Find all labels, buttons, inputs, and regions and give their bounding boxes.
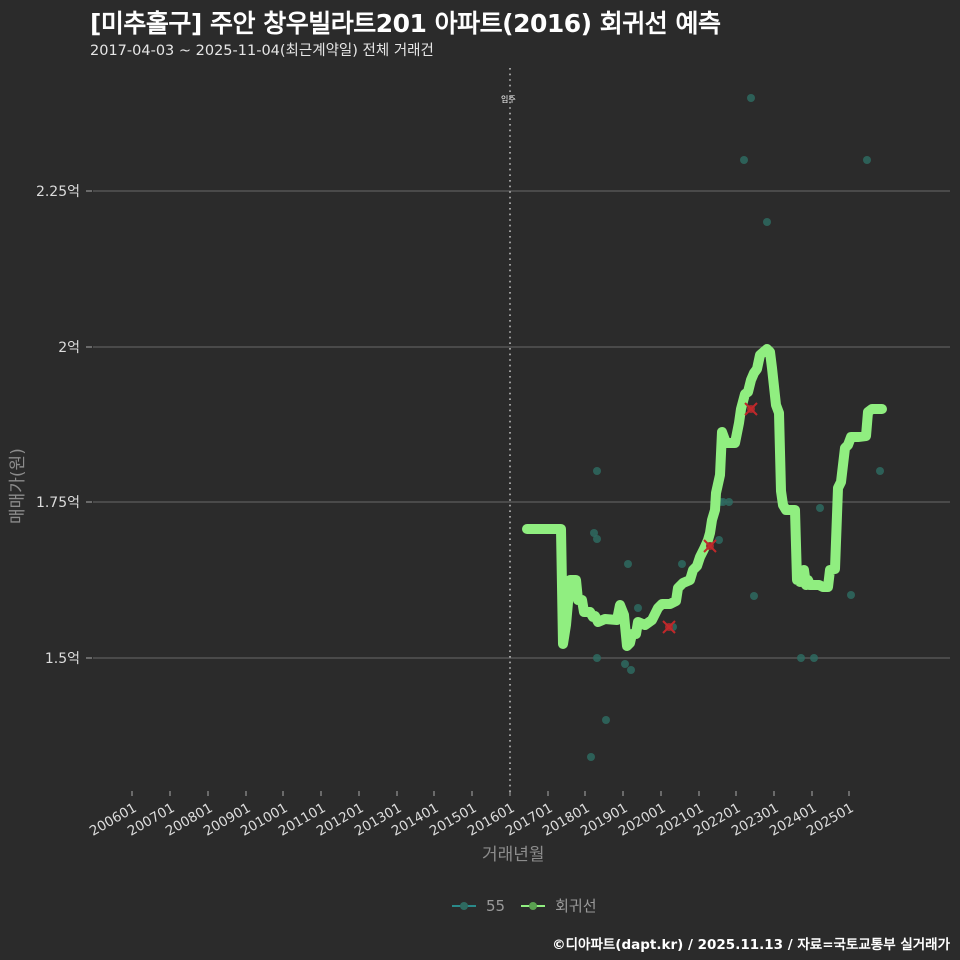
legend-label: 회귀선 [555,897,597,915]
legend-item-55[interactable]: 55 [452,897,505,915]
chart-title: [미추홀구] 주안 창우빌라트201 아파트(2016) 회귀선 예측 [90,9,721,38]
legend-label: 55 [486,896,506,915]
y-tick-label: 2.25억 [35,184,80,200]
scatter-series-55 [587,94,884,761]
legend: 55 회귀선 [452,895,603,916]
y-tick-label: 1.5억 [44,651,80,667]
chart-subtitle: 2017-04-03 ~ 2025-11-04(최근계약일) 전체 거래건 [90,43,434,59]
y-tick-label: 2억 [58,340,80,356]
x-axis-label: 거래년월 [482,845,545,865]
legend-key-regression-icon [521,900,546,912]
legend-key-55-icon [452,900,476,912]
y-tick-label: 1.75억 [35,495,80,511]
highlight-markers [662,402,758,634]
regression-line [522,344,887,651]
y-axis-label: 매매가(원) [8,448,28,524]
x-tick-marks [131,791,850,796]
footer-credit: ©디아파트(dapt.kr) / 2025.11.13 / 자료=국토교통부 실… [552,937,950,953]
legend-item-regression[interactable]: 회귀선 [521,895,597,916]
move-in-annotation: 입주 [501,95,516,104]
gridlines [93,190,950,659]
y-tick-marks [86,190,92,659]
